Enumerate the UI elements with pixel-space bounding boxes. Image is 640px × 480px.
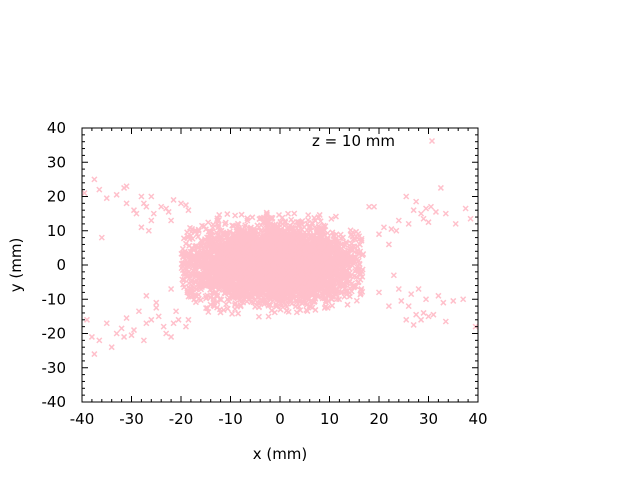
data-point	[309, 219, 316, 226]
data-point	[235, 310, 242, 317]
data-point	[224, 211, 231, 218]
data-points	[81, 176, 479, 358]
data-point	[288, 300, 295, 307]
data-point	[205, 219, 212, 226]
data-point	[238, 211, 245, 218]
data-point	[305, 212, 312, 219]
data-point	[265, 313, 272, 320]
data-point	[261, 301, 268, 308]
data-point	[180, 235, 187, 242]
data-point	[184, 229, 191, 236]
data-point	[256, 303, 263, 310]
data-point	[357, 272, 364, 279]
data-point	[230, 222, 237, 229]
data-point	[332, 213, 339, 220]
data-point	[344, 301, 351, 308]
data-point	[224, 305, 231, 312]
data-point	[232, 300, 239, 307]
data-point	[254, 222, 261, 229]
data-point	[244, 217, 251, 224]
data-point	[229, 310, 236, 317]
data-point	[195, 227, 202, 235]
data-point	[187, 271, 194, 278]
data-point	[328, 215, 335, 222]
data-point	[311, 214, 318, 221]
data-point	[284, 210, 292, 217]
data-point	[182, 265, 189, 272]
data-point	[291, 210, 298, 217]
data-point	[293, 309, 300, 316]
data-point	[249, 214, 256, 221]
